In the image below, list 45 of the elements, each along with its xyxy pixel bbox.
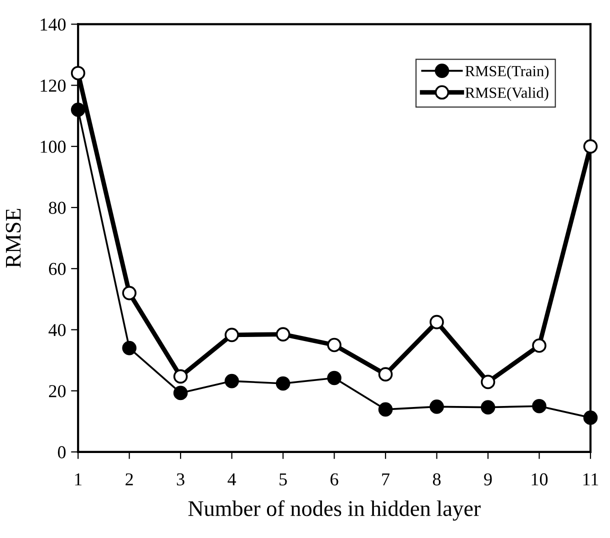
legend-label: RMSE(Train) [465, 66, 549, 80]
point [276, 327, 290, 342]
point [173, 369, 188, 384]
y-tick-label: 20 [49, 385, 66, 398]
point [583, 410, 598, 425]
point [173, 386, 188, 400]
y-tick-label: 80 [48, 202, 66, 214]
point [122, 286, 136, 300]
point [378, 402, 393, 417]
point [327, 338, 342, 352]
x-tick-label: 10 [532, 473, 548, 486]
y-tick-label: 0 [58, 446, 66, 458]
point [430, 314, 444, 330]
point [583, 139, 598, 154]
point [327, 370, 342, 386]
point [224, 374, 239, 388]
x-tick-label: 9 [484, 473, 492, 486]
y-tick-label: 120 [40, 80, 66, 92]
point [224, 328, 239, 342]
x-tick-label: 6 [330, 473, 338, 486]
point [378, 367, 393, 382]
x-tick-label: 11 [583, 473, 598, 486]
point [70, 102, 86, 117]
x-tick-label: 3 [176, 473, 184, 486]
point [276, 376, 290, 391]
x-tick-label: 5 [280, 473, 287, 486]
point [480, 400, 496, 414]
y-axis-title: RMSE [6, 208, 21, 268]
point [480, 374, 496, 390]
x-tick-label: 4 [228, 473, 236, 486]
point [532, 338, 546, 353]
y-tick-label: 100 [40, 140, 66, 153]
point [532, 398, 546, 414]
legend-label: RMSE(Valid) [465, 87, 548, 101]
x-tick-label: 1 [75, 473, 82, 486]
y-tick-label: 140 [40, 18, 66, 31]
y-tick-label: 40 [48, 324, 66, 336]
point [70, 66, 86, 80]
x-tick-label: 2 [126, 473, 133, 486]
x-axis-title: Number of nodes in hidden layer [188, 500, 481, 521]
point [122, 340, 136, 356]
x-tick-label: 8 [432, 473, 441, 486]
point [430, 400, 444, 414]
y-tick-label: 60 [48, 262, 66, 276]
x-tick-label: 7 [382, 473, 390, 486]
